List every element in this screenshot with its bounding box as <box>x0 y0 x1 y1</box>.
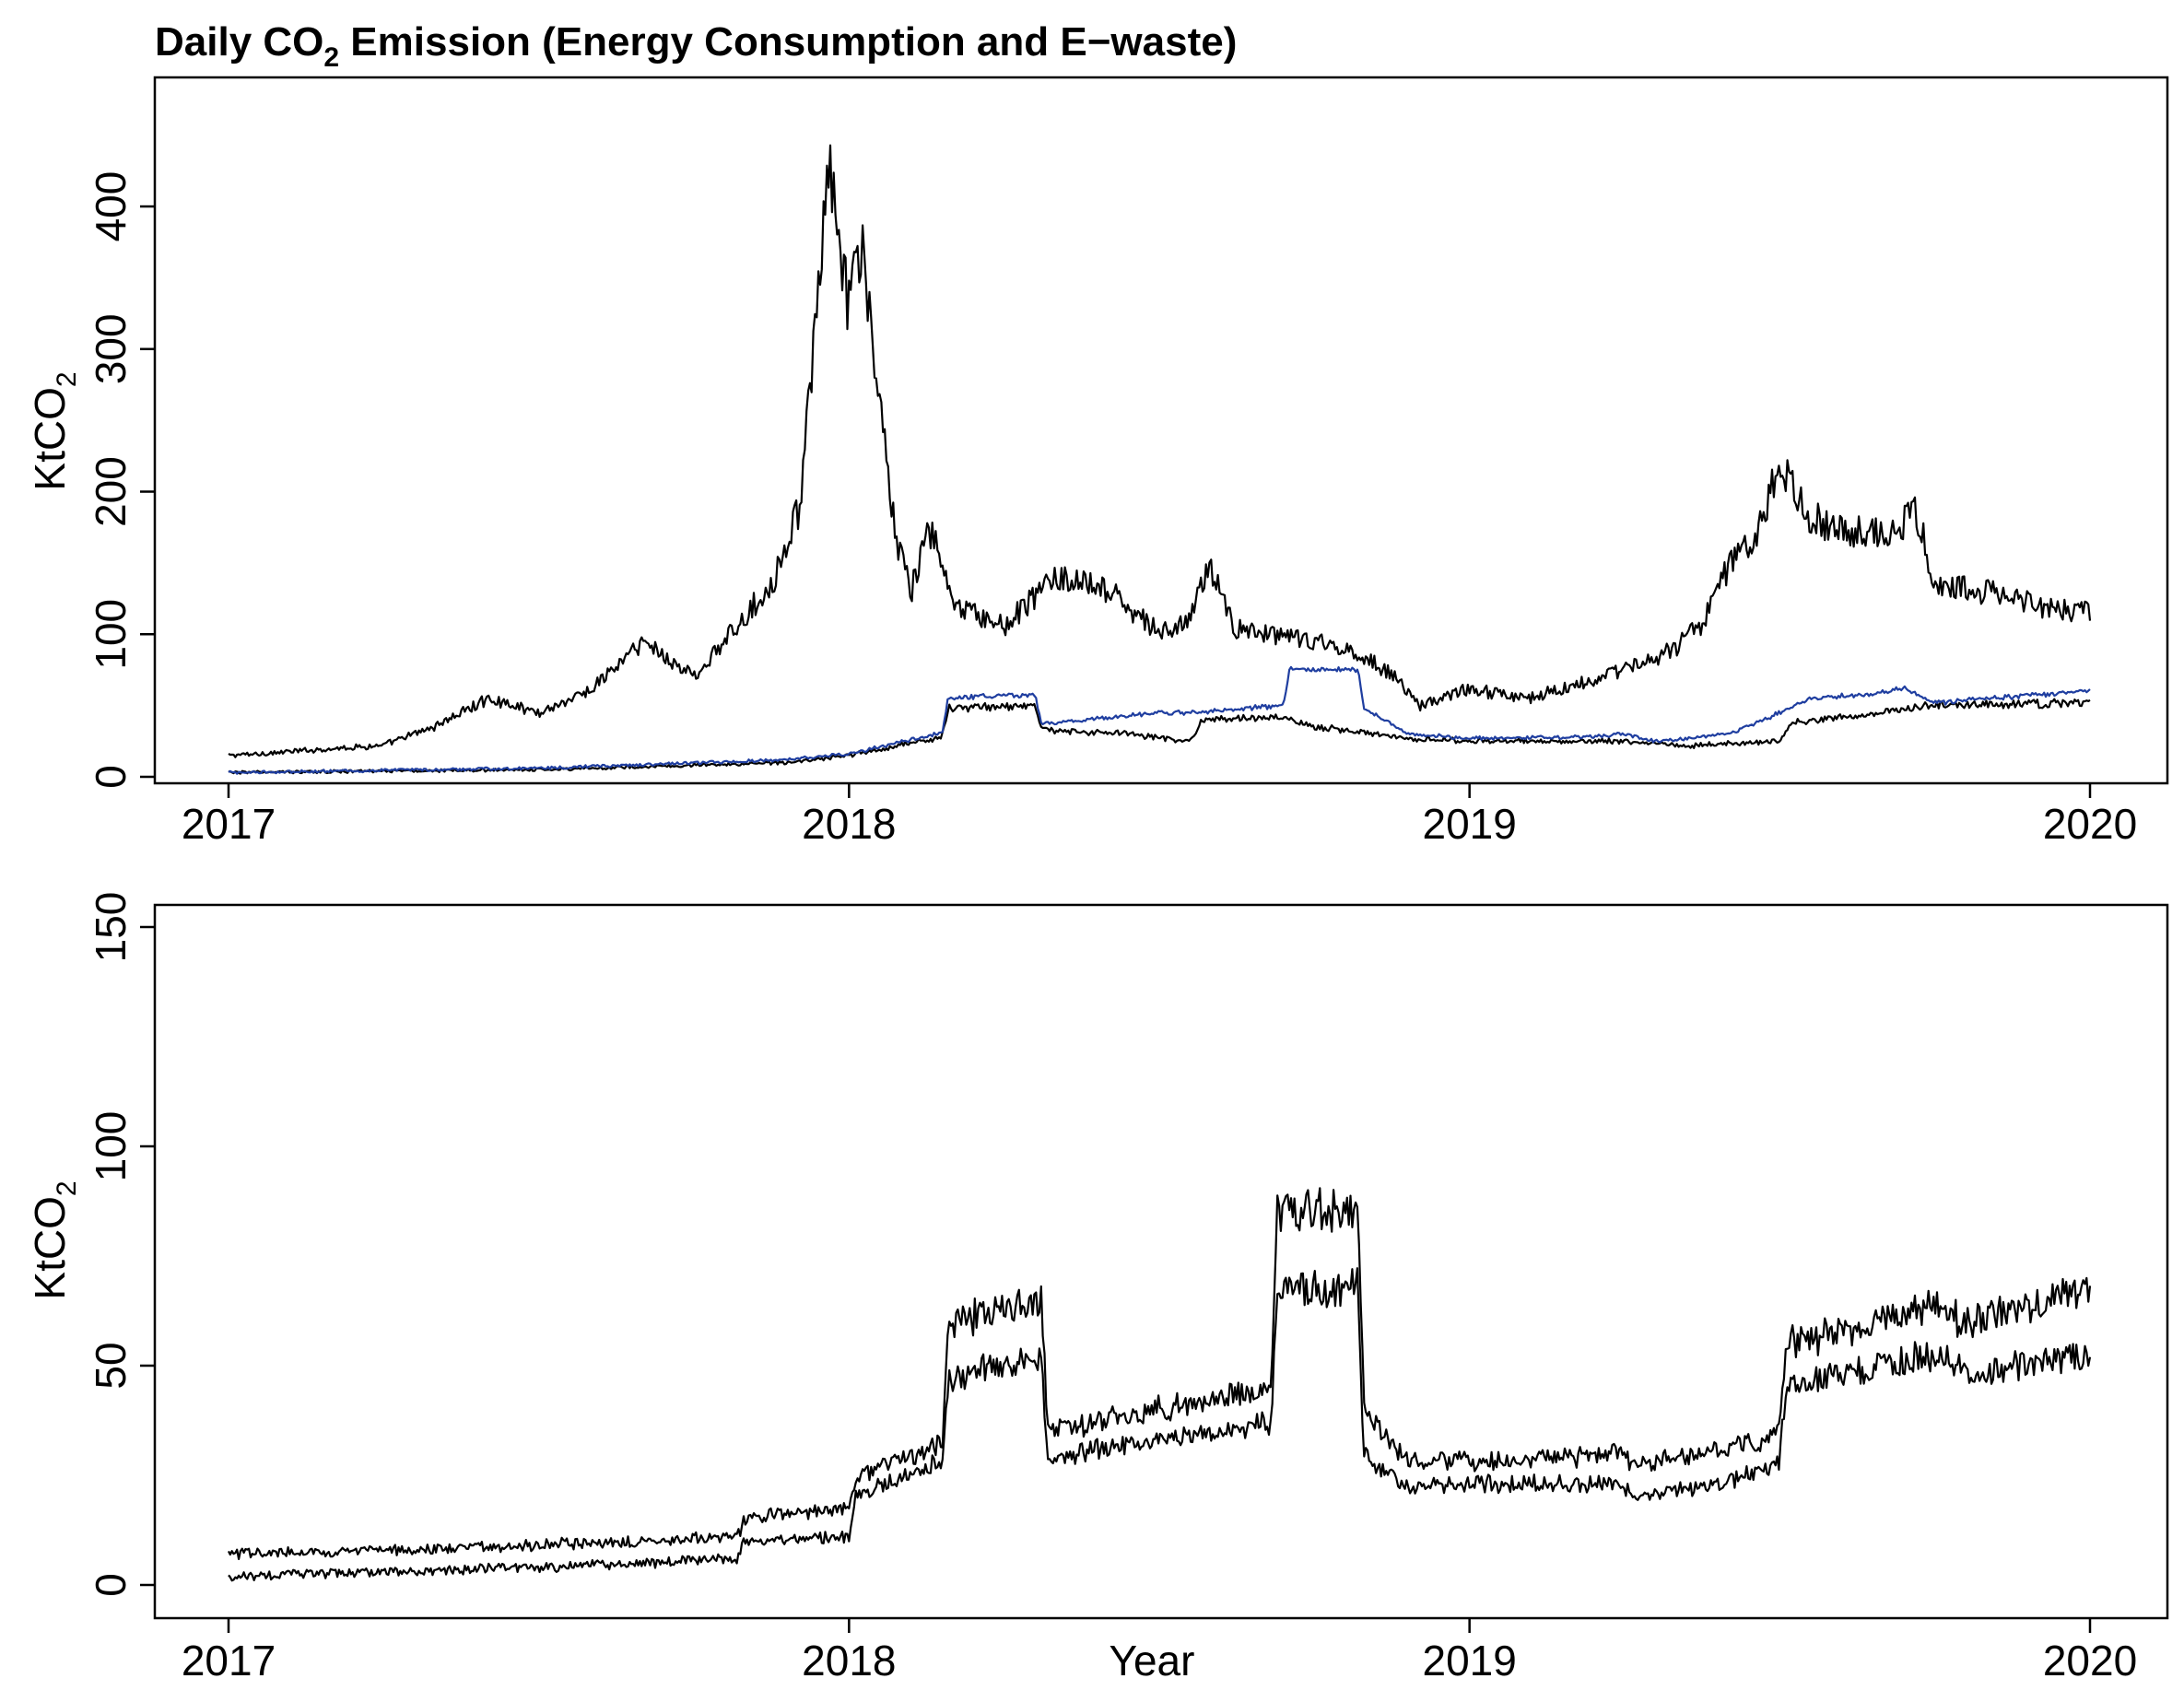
y-tick-label: 400 <box>87 171 135 242</box>
y-axis-label-main: KtCO <box>26 387 74 490</box>
x-tick-label: 2019 <box>1422 1637 1516 1684</box>
x-tick-label: 2017 <box>182 800 276 848</box>
series-line-e-waste-lower <box>228 1267 2092 1582</box>
x-tick-label: 2019 <box>1422 800 1516 848</box>
series-line-energy-consumption <box>228 144 2092 758</box>
x-tick-label: 2018 <box>802 1637 896 1684</box>
y-tick-label: 0 <box>87 765 135 789</box>
y-axis-label-main: KtCO <box>26 1196 74 1299</box>
chart-title: Daily CO2 Emission (Energy Consumption a… <box>155 19 1237 73</box>
plot-frame-0 <box>153 76 2169 785</box>
y-tick-label: 150 <box>87 892 135 963</box>
series-line-e-waste-upper <box>228 1187 2092 1561</box>
top-panel: 2017 2018 2019 2020 0 100 200 300 400 KtCO2 <box>26 76 2169 848</box>
series-line-e-waste-estimate <box>228 665 2091 775</box>
y-tick-label: 300 <box>87 313 135 384</box>
x-tick-label: 2020 <box>2043 1637 2137 1684</box>
y-axis-label: KtCO2 <box>26 371 82 490</box>
y-axis-label-subscript: 2 <box>52 1180 82 1196</box>
x-tick-label: 2020 <box>2043 800 2137 848</box>
y-tick-label: 100 <box>87 1111 135 1182</box>
title-subscript: 2 <box>323 42 339 73</box>
y-axis-label-subscript: 2 <box>52 371 82 387</box>
y-tick-label: 50 <box>87 1342 135 1389</box>
title-main: Daily CO <box>155 19 323 65</box>
y-tick-label: 200 <box>87 456 135 527</box>
x-tick-label: 2018 <box>802 800 896 848</box>
plot-frame-1 <box>153 903 2169 1620</box>
y-tick-label: 100 <box>87 599 135 670</box>
y-axis-label: KtCO2 <box>26 1180 82 1299</box>
bottom-panel: 2017 2018 2019 2020 0 50 100 150 KtCO2 Year <box>26 892 2169 1684</box>
x-axis-label: Year <box>1110 1637 1195 1684</box>
title-rest: Emission (Energy Consumption and E−waste… <box>339 19 1237 65</box>
y-tick-label: 0 <box>87 1573 135 1597</box>
x-tick-label: 2017 <box>182 1637 276 1684</box>
